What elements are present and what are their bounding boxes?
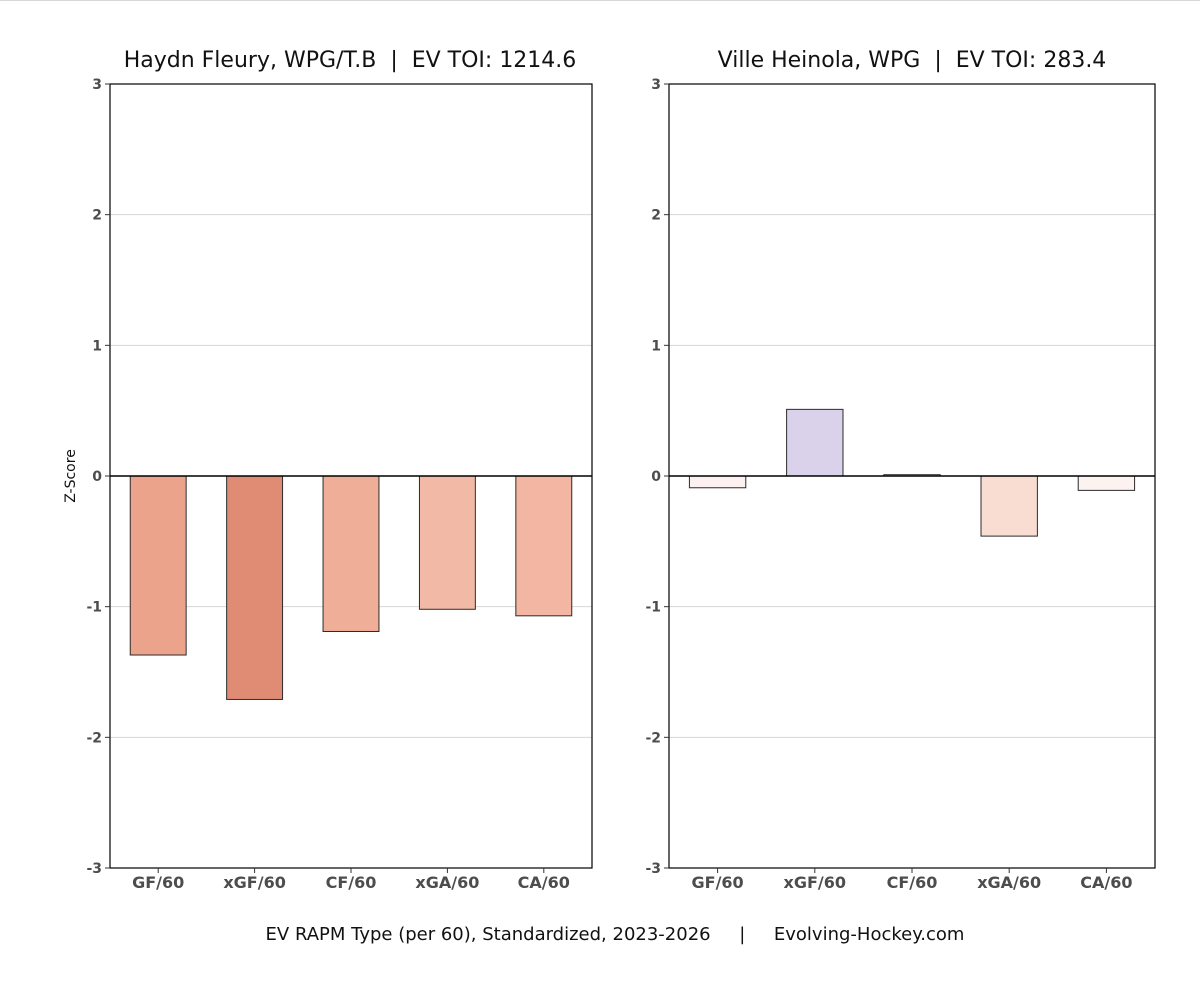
bar [515, 475, 573, 617]
y-tick-label: -2 [645, 730, 661, 746]
x-tick-label: xGF/60 [223, 873, 286, 892]
x-tick-label: CF/60 [326, 873, 377, 892]
y-axis-label: Z-Score [63, 449, 79, 503]
x-tick-label: GF/60 [132, 873, 184, 892]
panel-title: Ville Heinola, WPG | EV TOI: 283.4 [718, 48, 1107, 73]
bar [1077, 475, 1136, 491]
y-tick-label: 3 [651, 77, 661, 93]
panel-title: Haydn Fleury, WPG/T.B | EV TOI: 1214.6 [124, 48, 577, 73]
y-tick-label: -3 [645, 861, 661, 877]
y-tick-label: -2 [86, 730, 102, 746]
y-tick-label: 3 [92, 77, 102, 93]
x-tick-label: CA/60 [518, 873, 570, 892]
y-tick-label: -1 [86, 600, 102, 616]
x-tick-label: xGF/60 [784, 873, 847, 892]
bar [418, 475, 476, 610]
y-tick-label: 2 [651, 208, 661, 224]
y-tick-label: -1 [645, 600, 661, 616]
chart-caption: EV RAPM Type (per 60), Standardized, 202… [266, 924, 965, 945]
y-tick-label: -3 [86, 861, 102, 877]
y-tick-label: 0 [651, 469, 661, 485]
x-tick-label: GF/60 [692, 873, 744, 892]
chart-panel-1: 3 2 1 0 -1 -2 -3 GF/60 xGF/60 CF/60 xGA/60 CA/60 Hay… [63, 48, 593, 892]
bar [322, 475, 380, 632]
y-tick-label: 1 [92, 338, 102, 354]
x-tick-label: xGA/60 [977, 873, 1041, 892]
chart-panel-2: 3 2 1 0 -1 -2 -3 GF/60 xGF/60 CF/60 xGA/60 CA/60 Vil… [645, 48, 1156, 892]
bar [129, 475, 187, 656]
x-tick-label: CF/60 [887, 873, 938, 892]
y-tick-label: 0 [92, 469, 102, 485]
y-tick-label: 2 [92, 208, 102, 224]
y-tick-label: 1 [651, 338, 661, 354]
x-tick-label: CA/60 [1080, 873, 1132, 892]
bar [786, 408, 844, 477]
bar [980, 475, 1038, 537]
bar [226, 475, 284, 700]
x-tick-label: xGA/60 [415, 873, 479, 892]
bar [688, 475, 747, 489]
top-divider [0, 0, 1200, 1]
